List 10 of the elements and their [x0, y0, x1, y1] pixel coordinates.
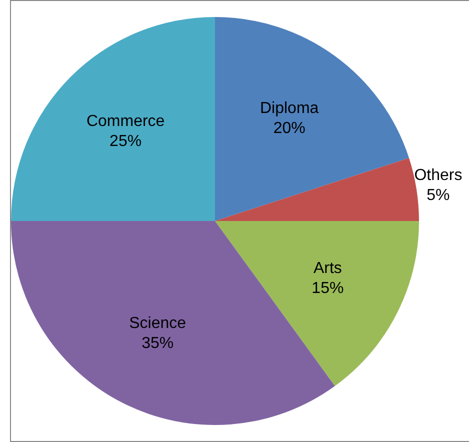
slice-label: Arts	[313, 260, 342, 277]
data-label: 35%	[142, 335, 174, 352]
slice-label: Diploma	[260, 100, 319, 118]
slice-label: Science	[129, 315, 186, 332]
data-label: 25%	[110, 132, 142, 150]
data-label: 15%	[312, 280, 344, 297]
data-label: 20%	[273, 120, 306, 138]
data-label: 5%	[426, 187, 450, 204]
slice-label: Commerce	[86, 112, 165, 130]
slice-label: Others	[414, 167, 462, 184]
